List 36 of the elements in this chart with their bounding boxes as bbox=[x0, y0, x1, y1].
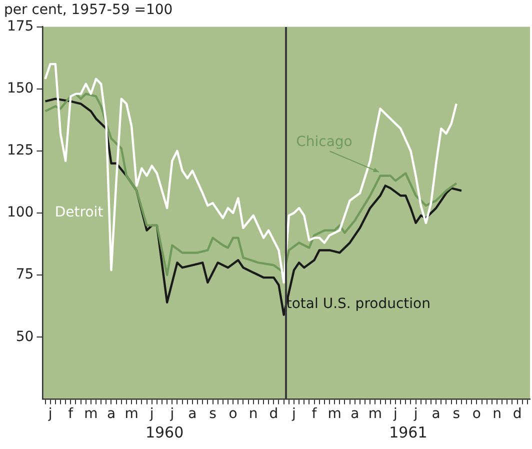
x-tick-label: o bbox=[228, 406, 238, 422]
y-tick-label: 75 bbox=[16, 266, 34, 283]
x-tick-label: m bbox=[328, 406, 342, 422]
x-tick-label: m bbox=[124, 406, 138, 422]
text: Chicago bbox=[296, 134, 352, 150]
y-tick-label: 175 bbox=[6, 18, 34, 34]
x-tick-label: a bbox=[350, 406, 360, 422]
text: 1960 bbox=[145, 424, 184, 442]
x-tick-label: j bbox=[291, 406, 296, 422]
x-tick-label: n bbox=[492, 406, 502, 422]
y-axis-title: per cent, 1957-59 =100 bbox=[4, 2, 173, 18]
text: 1961 bbox=[389, 424, 428, 442]
y-tick-label: 50 bbox=[16, 328, 34, 345]
x-tick-label: j bbox=[148, 406, 154, 422]
x-tick-label: d bbox=[269, 406, 278, 422]
x-tick-label: m bbox=[368, 406, 382, 422]
x-tick-label: o bbox=[472, 406, 481, 422]
x-tick-label: j bbox=[169, 406, 174, 422]
x-tick-label: f bbox=[68, 406, 74, 422]
x-tick-label: m bbox=[84, 406, 98, 422]
x-tick-label: j bbox=[47, 406, 52, 422]
x-tick-label: n bbox=[248, 406, 258, 422]
x-tick-label: f bbox=[312, 406, 318, 422]
series-label: Detroit bbox=[54, 204, 104, 221]
x-tick-label: s bbox=[452, 406, 460, 422]
y-tick-label: 150 bbox=[6, 80, 34, 97]
y-tick-label: 125 bbox=[6, 142, 34, 159]
series-label: total U.S. production bbox=[286, 296, 430, 312]
x-tick-label: j bbox=[412, 406, 418, 422]
x-tick-label: a bbox=[432, 406, 440, 422]
y-tick-label: 100 bbox=[6, 204, 34, 221]
x-tick-label: a bbox=[106, 406, 116, 422]
x-tick-label: j bbox=[392, 406, 398, 422]
x-tick-label: s bbox=[209, 406, 216, 422]
x-tick-label: d bbox=[512, 406, 522, 422]
x-tick-label: a bbox=[188, 406, 197, 422]
